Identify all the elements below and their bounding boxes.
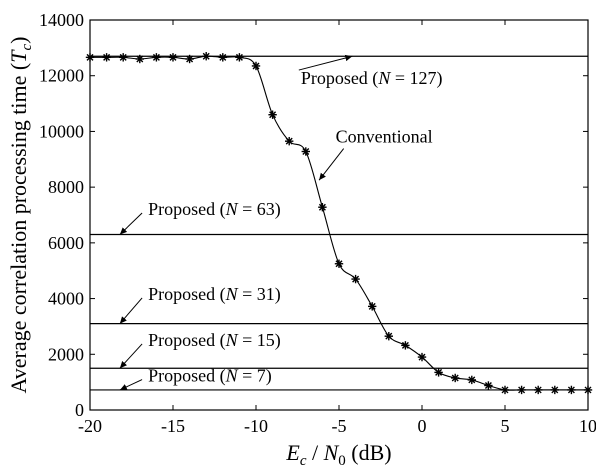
conventional-point: [484, 381, 493, 390]
conventional-point: [185, 54, 194, 64]
y-tick-label: 4000: [48, 289, 84, 309]
plot-axes: -20 -15 -10 -5 0 5 10 0 2000 4000 6000 8000 10000 120…: [39, 10, 596, 436]
y-tick-label: 10000: [39, 121, 84, 141]
conventional-point: [567, 385, 576, 395]
x-axis-label: Ec / N0 (dB): [285, 440, 391, 467]
y-tick-label: 8000: [48, 177, 84, 197]
conventional-point: [318, 202, 327, 212]
conventional-point: [268, 110, 277, 119]
conventional-point: [85, 53, 95, 62]
x-tick-label: -10: [244, 416, 268, 436]
y-tick-label: 2000: [48, 344, 84, 364]
annotation-conv: Conventional: [336, 127, 433, 147]
x-tick-label: -5: [332, 416, 347, 436]
conventional-point: [417, 352, 427, 362]
conventional-point: [351, 274, 360, 284]
annotation-arrow-n7: [119, 379, 143, 391]
x-tick-label: -15: [161, 416, 185, 436]
annotation-arrow-n31: [119, 297, 143, 324]
annotation-arrow-n15: [119, 343, 143, 369]
annotation-n127: Proposed (N = 127): [301, 68, 443, 89]
conventional-point: [384, 331, 393, 341]
annotations: Proposed (N = 127) Proposed (N = 63) Propo…: [119, 54, 443, 391]
y-tick-label: 6000: [48, 233, 84, 253]
annotation-n15: Proposed (N = 15): [148, 330, 281, 351]
conventional-point: [285, 136, 294, 146]
annotation-n7: Proposed (N = 7): [148, 366, 272, 387]
conventional-point: [334, 259, 344, 268]
x-tick-label: 0: [418, 416, 427, 436]
conventional-point: [451, 373, 460, 383]
conventional-series: [85, 52, 593, 395]
conventional-point: [135, 54, 145, 64]
y-tick-label: 14000: [39, 10, 84, 30]
conventional-point: [534, 385, 543, 395]
conventional-point: [102, 53, 111, 62]
conventional-point: [118, 53, 128, 62]
annotation-arrow-conv: [318, 148, 345, 181]
conventional-point: [434, 368, 443, 377]
annotation-arrow-n63: [119, 212, 143, 235]
conventional-point: [500, 385, 510, 395]
conventional-point: [550, 385, 559, 395]
conventional-point: [201, 52, 211, 61]
annotation-arrow-n127: [298, 54, 353, 71]
y-tick-label: 12000: [39, 66, 84, 86]
conventional-point: [301, 147, 310, 156]
conventional-point: [152, 53, 161, 62]
annotation-n63: Proposed (N = 63): [148, 199, 281, 220]
x-tick-label: 5: [501, 416, 510, 436]
axis-labels: Ec / N0 (dB) Average correlation processi…: [6, 37, 392, 467]
conventional-point: [467, 375, 476, 385]
conventional-point: [368, 302, 377, 311]
x-tick-label: 10: [579, 416, 596, 436]
conventional-point: [218, 53, 228, 62]
y-axis-label: Average correlation processing time (Tc): [6, 37, 35, 394]
conventional-point: [251, 61, 261, 71]
conventional-point: [168, 53, 178, 62]
annotation-n31: Proposed (N = 31): [148, 284, 281, 305]
conventional-point: [583, 385, 593, 395]
conventional-point: [235, 53, 244, 62]
conventional-point: [517, 385, 526, 395]
y-tick-label: 0: [75, 400, 84, 420]
conventional-point: [401, 341, 410, 350]
x-tick-label: -20: [78, 416, 102, 436]
